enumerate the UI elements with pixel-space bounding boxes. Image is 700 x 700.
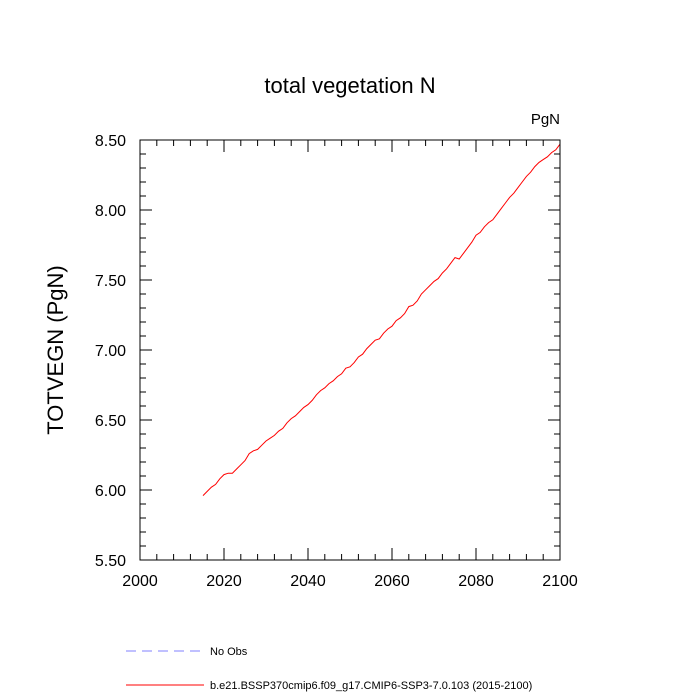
legend-label-obs: No Obs (210, 646, 248, 658)
y-tick-label: 6.50 (95, 413, 126, 430)
chart-title: total vegetation N (264, 73, 435, 98)
y-tick-label: 8.00 (95, 203, 126, 220)
y-axis-label: TOTVEGN (PgN) (43, 265, 68, 435)
y-tick-label: 7.50 (95, 273, 126, 290)
y-tick-label: 8.50 (95, 133, 126, 150)
x-tick-label: 2100 (542, 573, 578, 590)
plot-frame (139, 139, 561, 561)
legend: No Obs b.e21.BSSP370cmip6.f09_g17.CMIP6-… (126, 646, 532, 692)
x-tick-label: 2020 (206, 573, 242, 590)
y-tick-label: 6.00 (95, 483, 126, 500)
legend-label-model: b.e21.BSSP370cmip6.f09_g17.CMIP6-SSP3-7.… (210, 680, 532, 692)
series-layer (202, 143, 561, 496)
x-tick-label: 2080 (458, 573, 494, 590)
x-tick-label: 2000 (122, 573, 158, 590)
series-line-1 (202, 143, 561, 496)
axis-ticks (139, 139, 561, 561)
tick-labels: 2000 2020 2040 2060 2080 2100 5.50 6.00 6.50 7.00… (95, 133, 578, 590)
x-tick-label: 2060 (374, 573, 410, 590)
y-tick-label: 7.00 (95, 343, 126, 360)
units-label: PgN (531, 111, 560, 128)
x-tick-label: 2040 (290, 573, 326, 590)
y-tick-label: 5.50 (95, 553, 126, 570)
